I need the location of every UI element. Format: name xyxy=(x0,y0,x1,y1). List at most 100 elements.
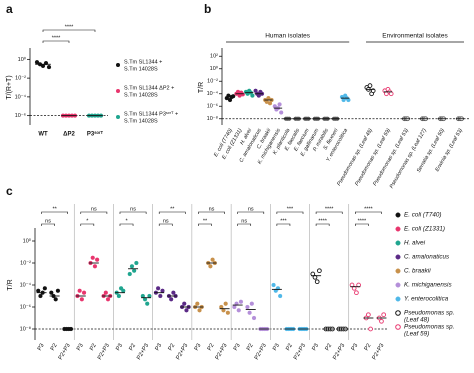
data-point xyxy=(314,279,320,285)
data-point xyxy=(240,92,245,97)
x-tick-label: Pseudomonas sp. (Leaf 59) xyxy=(354,128,392,188)
significance-bracket xyxy=(315,211,343,214)
significance-label: **** xyxy=(358,218,367,224)
data-point xyxy=(169,297,174,302)
legend-marker xyxy=(395,296,401,302)
legend-label: S.Tm SL1344 P3ˢᵒʳᵀ + xyxy=(124,110,178,117)
x-tick-label: P2 xyxy=(128,343,137,352)
data-point xyxy=(251,315,257,321)
data-point xyxy=(81,290,87,295)
legend-label: S.Tm 14028S xyxy=(124,118,158,124)
data-point xyxy=(381,312,387,318)
x-tick-label: P2+P3 xyxy=(97,343,111,361)
y-tick-label: 10⁻⁶ xyxy=(15,112,26,119)
legend-label: E. coli (Z1331) xyxy=(404,226,445,233)
x-tick-label: P3 xyxy=(37,343,46,352)
x-tick-label: P3 xyxy=(311,343,320,352)
significance-label: **** xyxy=(364,206,373,212)
data-point xyxy=(317,268,322,274)
legend-label: (Leaf 48) xyxy=(404,317,429,324)
x-tick-label: P2 xyxy=(246,343,255,352)
significance-label: ** xyxy=(203,218,208,224)
significance-label: **** xyxy=(318,218,327,224)
y-tick-label: 10⁻² xyxy=(207,79,218,85)
data-point xyxy=(160,288,165,293)
data-point xyxy=(38,293,43,299)
data-point xyxy=(232,304,237,310)
data-point xyxy=(129,264,135,269)
significance-bracket xyxy=(41,211,68,214)
legend-label: S.Tm SL1344 + xyxy=(124,59,162,65)
significance-bracket xyxy=(276,223,291,226)
significance-label: **** xyxy=(52,35,61,41)
data-point xyxy=(182,301,187,306)
legend-label: S.Tm SL1344 ΔP2 + xyxy=(124,85,174,91)
significance-bracket xyxy=(237,223,252,226)
data-point xyxy=(367,83,373,88)
data-point xyxy=(210,257,215,262)
x-tick-label: P2+P3 xyxy=(58,343,72,361)
section-label: Human isolates xyxy=(265,33,311,40)
data-point xyxy=(195,301,200,306)
data-point xyxy=(156,286,161,291)
y-tick-label: 10⁻⁴ xyxy=(15,93,27,100)
data-point xyxy=(379,318,384,324)
legend-label: Pseudomonas sp. xyxy=(404,310,454,317)
x-tick-label: Pseudomonas sp. (Leaf 53) xyxy=(372,128,410,188)
significance-label: ns xyxy=(248,206,254,212)
legend-marker xyxy=(395,226,401,232)
legend-label: (Leaf 59) xyxy=(404,331,429,338)
data-point xyxy=(158,293,163,299)
data-point xyxy=(46,64,52,70)
significance-bracket xyxy=(355,223,369,226)
significance-label: ns xyxy=(241,218,247,224)
y-tick-label: 10⁻⁶ xyxy=(207,103,218,110)
data-point xyxy=(184,308,189,313)
data-point xyxy=(250,93,255,98)
significance-bracket xyxy=(315,223,330,226)
y-tick-label: 10⁰ xyxy=(210,65,219,72)
x-tick-label: P2 xyxy=(364,343,373,352)
significance-bracket xyxy=(119,223,134,226)
legend-marker xyxy=(116,63,120,67)
legend-label: Pseudomonas sp. xyxy=(404,324,454,331)
legend-marker xyxy=(395,268,401,274)
significance-bracket xyxy=(355,211,382,214)
x-tick-label: WT xyxy=(38,132,48,138)
data-point xyxy=(238,299,244,304)
data-point xyxy=(223,301,228,306)
x-tick-label: P2+P3 xyxy=(332,343,346,361)
x-tick-label: P3 xyxy=(115,343,124,352)
y-tick-label: 10⁰ xyxy=(23,237,32,244)
data-point xyxy=(105,297,111,302)
x-tick-label: P3 xyxy=(194,343,203,352)
x-tick-label: P2 xyxy=(89,343,98,352)
y-tick-label: 10⁰ xyxy=(18,56,27,63)
y-tick-label: 10⁻² xyxy=(15,76,26,82)
data-point xyxy=(116,293,121,299)
data-point xyxy=(145,301,150,306)
data-point xyxy=(354,290,359,296)
data-point xyxy=(368,326,373,332)
y-axis-title: T/(R+T) xyxy=(6,75,13,99)
significance-label: ns xyxy=(163,218,169,224)
legend-label: C. amalonaticus xyxy=(404,254,450,261)
data-point xyxy=(132,268,137,273)
data-point xyxy=(42,286,47,291)
panel-letter: c xyxy=(6,184,13,198)
panel-letter: b xyxy=(204,2,211,16)
y-axis-title: T/R xyxy=(198,82,205,93)
legend-marker xyxy=(116,89,120,93)
data-point xyxy=(53,297,58,302)
data-point xyxy=(121,288,126,293)
data-point xyxy=(208,264,213,269)
legend-label: S.Tm 14028S xyxy=(124,66,158,72)
legend-marker xyxy=(116,115,120,119)
significance-bracket xyxy=(237,211,265,214)
data-point xyxy=(231,94,236,99)
data-point xyxy=(103,290,108,295)
data-point xyxy=(36,288,41,293)
legend-label: H. alvei xyxy=(404,240,426,247)
legend-marker xyxy=(395,324,401,330)
